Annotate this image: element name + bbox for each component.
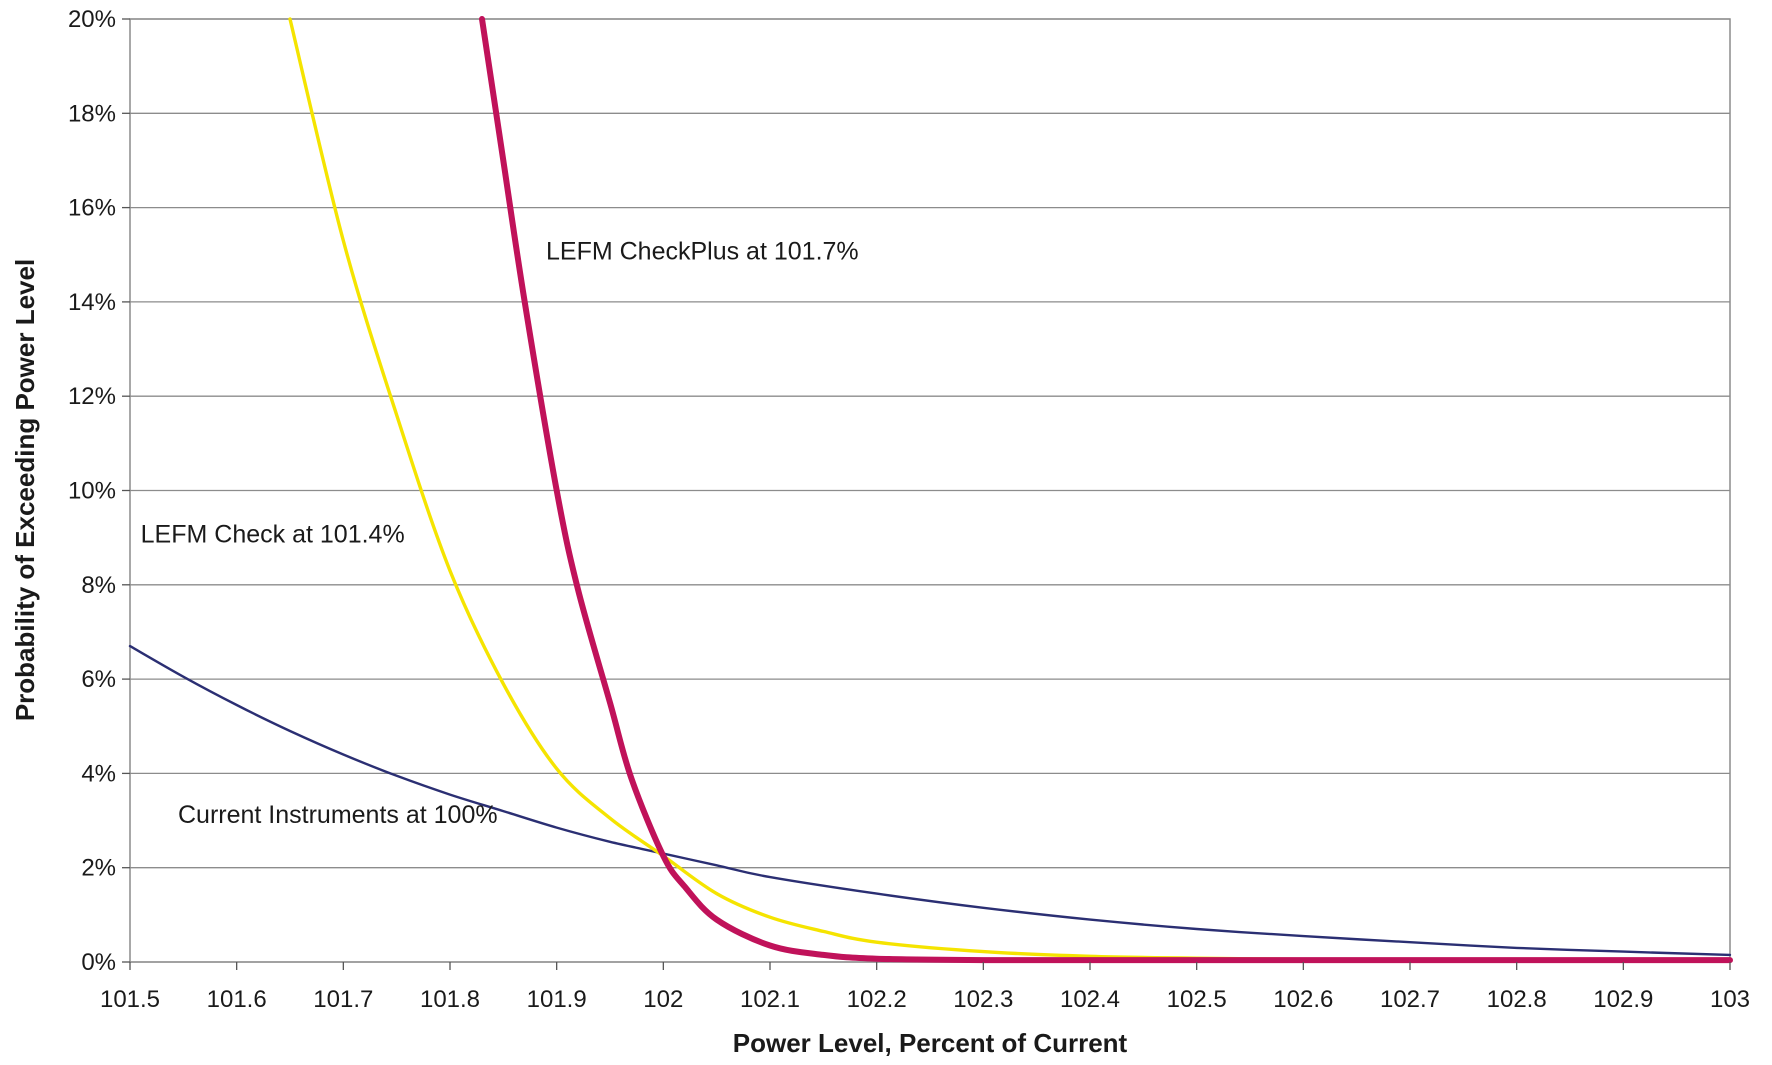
x-tick-label: 102.2 [847,986,907,1013]
y-tick-label: 6% [81,666,116,693]
x-tick-label: 102.1 [740,986,800,1013]
annotations: LEFM CheckPlus at 101.7% LEFM Check at 10… [141,237,859,828]
x-tick-label: 102.6 [1273,986,1333,1013]
series-line-3 [479,16,1733,964]
y-tick-label: 0% [81,949,116,976]
y-tick-label: 14% [68,289,116,316]
series-line-1 [128,644,1732,957]
x-tick-label: 102.5 [1167,986,1227,1013]
y-tick-label: 20% [68,6,116,33]
x-axis-ticks: 101.5 101.6 101.7 101.8 101.9 102 102.1 102.2 10… [100,962,1750,1013]
series-lines [128,16,1733,964]
y-tick-label: 8% [81,572,116,599]
y-tick-label: 12% [68,383,116,410]
x-axis-title: Power Level, Percent of Current [733,1028,1128,1058]
annotation-label: LEFM CheckPlus at 101.7% [546,237,859,265]
x-tick-label: 101.9 [527,986,587,1013]
y-axis-ticks: 0% 2% 4% 6% 8% 10% 12% 14% 16% 18% 20% [68,6,130,976]
x-tick-label: 101.8 [420,986,480,1013]
y-tick-label: 16% [68,195,116,222]
annotation-label: Current Instruments at 100% [178,801,498,829]
y-tick-label: 2% [81,855,116,882]
annotation-label: LEFM Check at 101.4% [141,520,405,548]
y-axis-title: Probability of Exceeding Power Level [10,259,40,721]
y-tick-label: 4% [81,760,116,787]
x-tick-label: 103 [1710,986,1750,1013]
x-tick-label: 102.7 [1380,986,1440,1013]
x-tick-label: 102.9 [1593,986,1653,1013]
x-tick-label: 101.6 [207,986,267,1013]
x-tick-label: 102 [643,986,683,1013]
y-tick-label: 18% [68,100,116,127]
y-tick-label: 10% [68,478,116,505]
x-tick-label: 102.4 [1060,986,1120,1013]
x-tick-label: 102.3 [953,986,1013,1013]
x-tick-label: 102.8 [1487,986,1547,1013]
x-tick-label: 101.5 [100,986,160,1013]
x-tick-label: 101.7 [313,986,373,1013]
